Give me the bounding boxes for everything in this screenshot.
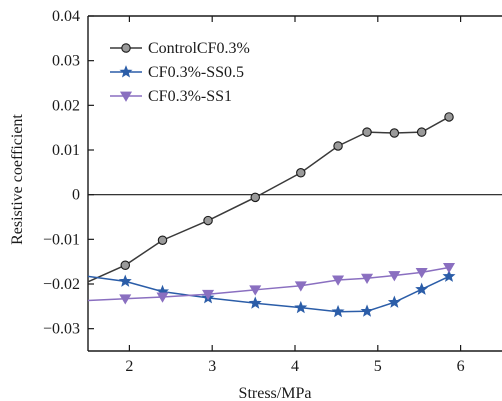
data-point xyxy=(203,215,213,226)
x-tick-label: 5 xyxy=(374,358,382,375)
y-axis-label: Resistive coefficient xyxy=(9,114,26,245)
y-tick-label: −0.02 xyxy=(43,276,80,293)
data-point xyxy=(444,112,454,122)
data-point xyxy=(361,273,374,285)
legend-label: CF0.3%-SS1 xyxy=(148,88,232,105)
series-1 xyxy=(87,112,454,283)
legend-swatch-marker xyxy=(119,91,133,102)
legend: ControlCF0.3% CF0.3%-SS0.5 CF0.3%-SS1 xyxy=(110,40,250,105)
data-point xyxy=(388,271,401,282)
legend-item: ControlCF0.3% xyxy=(110,40,250,57)
data-point xyxy=(333,141,343,151)
data-point xyxy=(156,292,169,303)
series-2 xyxy=(87,269,456,318)
x-tick-label: 3 xyxy=(208,358,216,375)
x-tick-label: 2 xyxy=(125,358,133,375)
x-tick-label: 4 xyxy=(291,358,299,375)
data-point xyxy=(416,127,427,137)
data-point xyxy=(362,127,372,137)
data-point xyxy=(249,285,262,296)
data-point xyxy=(296,168,306,178)
data-point xyxy=(331,304,345,318)
data-point xyxy=(250,192,261,203)
x-axis-ticks: 2 3 4 5 6 xyxy=(125,16,465,375)
legend-swatch-marker xyxy=(121,43,131,53)
data-point xyxy=(387,295,401,308)
data-point xyxy=(415,267,428,279)
y-axis-ticks: −0.03 −0.02 −0.01 0 0.01 0.02 0.03 0.04 xyxy=(43,8,94,338)
legend-item: CF0.3%-SS0.5 xyxy=(110,64,244,81)
series-line xyxy=(87,116,450,283)
x-tick-label: 6 xyxy=(457,358,465,375)
legend-swatch-marker xyxy=(119,65,133,78)
series-line xyxy=(87,275,450,313)
data-point xyxy=(202,289,215,301)
y-tick-label: 0.02 xyxy=(52,97,80,114)
legend-item: CF0.3%-SS1 xyxy=(110,88,232,105)
data-point xyxy=(415,282,429,295)
y-tick-label: 0 xyxy=(72,187,80,204)
data-point xyxy=(442,269,456,282)
data-point xyxy=(119,294,132,305)
data-point xyxy=(157,235,168,245)
data-point xyxy=(332,275,345,286)
y-tick-label: 0.01 xyxy=(52,142,80,159)
data-point xyxy=(120,260,131,270)
data-point xyxy=(248,296,262,309)
data-point xyxy=(389,128,400,138)
series-3 xyxy=(87,263,456,305)
y-tick-label: 0.03 xyxy=(52,53,80,70)
y-tick-label: −0.01 xyxy=(43,231,80,248)
series-layer xyxy=(87,112,456,318)
data-point xyxy=(294,281,307,292)
data-point xyxy=(442,263,456,274)
legend-label: CF0.3%-SS0.5 xyxy=(148,64,244,81)
legend-label: ControlCF0.3% xyxy=(148,40,250,57)
data-point xyxy=(360,304,374,317)
y-tick-label: −0.03 xyxy=(43,321,80,338)
data-point xyxy=(294,300,308,314)
data-point xyxy=(118,274,132,287)
y-tick-label: 0.04 xyxy=(52,8,80,25)
x-axis-label: Stress/MPa xyxy=(239,385,312,401)
